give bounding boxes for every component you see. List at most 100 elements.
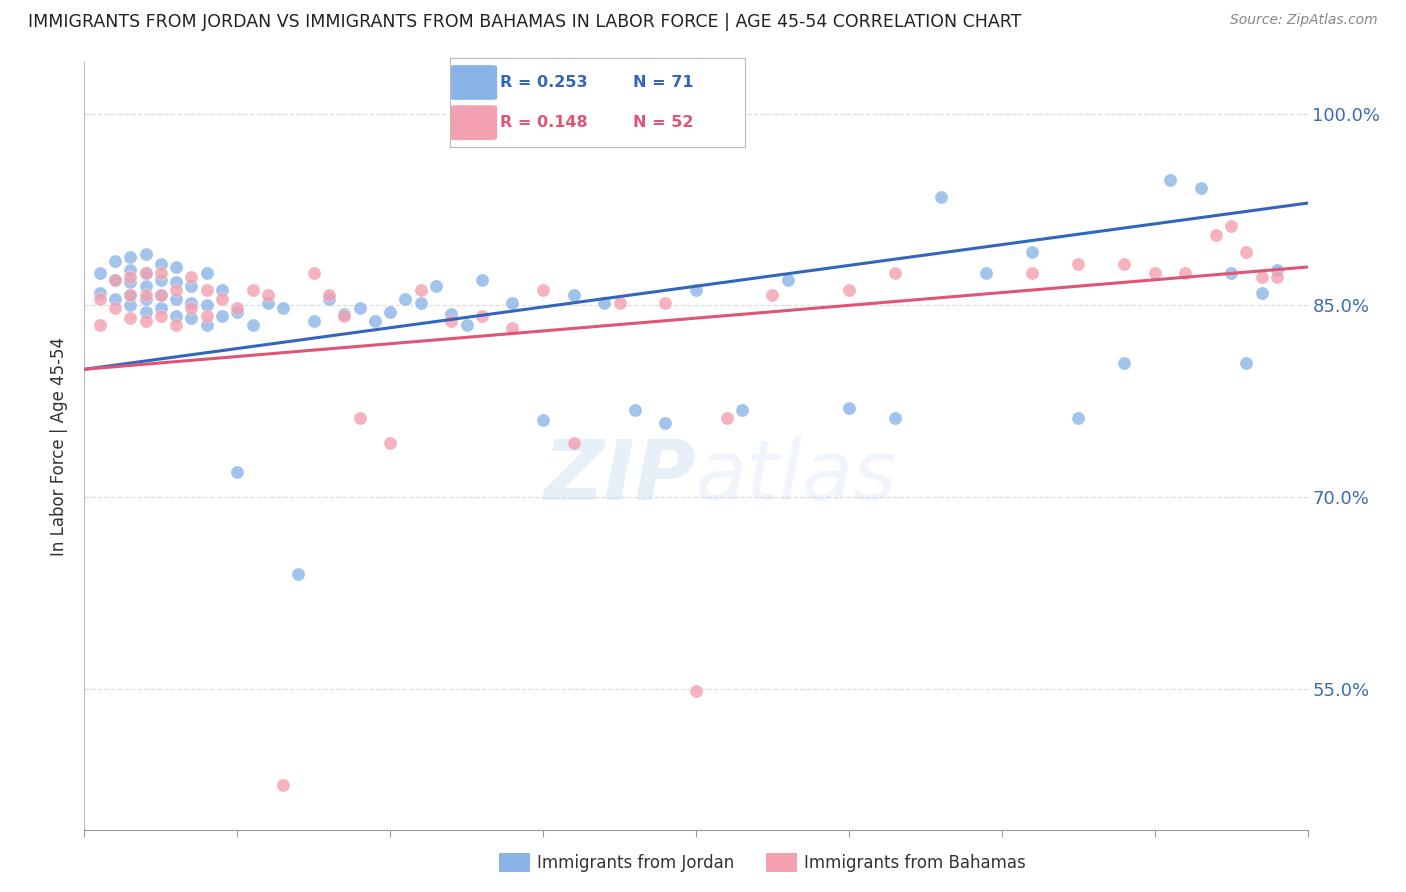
- Point: [531, 413, 554, 427]
- Point: [1159, 173, 1181, 187]
- Point: [165, 292, 187, 306]
- Point: [180, 270, 202, 285]
- Text: Source: ZipAtlas.com: Source: ZipAtlas.com: [1230, 13, 1378, 28]
- Text: Immigrants from Jordan: Immigrants from Jordan: [537, 854, 734, 871]
- Point: [165, 276, 187, 290]
- Text: Immigrants from Bahamas: Immigrants from Bahamas: [804, 854, 1026, 871]
- Point: [502, 321, 524, 335]
- Point: [318, 292, 340, 306]
- Point: [226, 301, 249, 315]
- Point: [135, 288, 157, 302]
- Point: [211, 309, 233, 323]
- Point: [165, 309, 187, 323]
- Point: [1250, 270, 1272, 285]
- Point: [211, 283, 233, 297]
- Point: [104, 273, 127, 287]
- Point: [409, 283, 432, 297]
- Text: atlas: atlas: [696, 436, 897, 517]
- Point: [195, 298, 218, 312]
- Point: [471, 273, 494, 287]
- Point: [120, 311, 142, 326]
- Point: [349, 410, 371, 425]
- Point: [1174, 266, 1197, 280]
- Point: [120, 262, 142, 277]
- Point: [89, 266, 111, 280]
- Point: [271, 301, 294, 315]
- Point: [1220, 266, 1243, 280]
- Point: [120, 270, 142, 285]
- Point: [1114, 257, 1136, 271]
- Point: [776, 273, 799, 287]
- Point: [1236, 356, 1258, 370]
- Point: [89, 292, 111, 306]
- Point: [1114, 356, 1136, 370]
- Point: [838, 283, 860, 297]
- Point: [226, 305, 249, 319]
- Point: [1220, 219, 1243, 233]
- Point: [135, 279, 157, 293]
- Point: [165, 318, 187, 332]
- Point: [149, 309, 172, 323]
- Point: [135, 292, 157, 306]
- Point: [349, 301, 371, 315]
- Point: [302, 314, 325, 328]
- Point: [609, 295, 631, 310]
- Point: [685, 684, 707, 698]
- Point: [1236, 244, 1258, 259]
- Point: [257, 288, 280, 302]
- Point: [195, 318, 218, 332]
- Point: [394, 292, 416, 306]
- Point: [104, 301, 127, 315]
- Point: [242, 318, 264, 332]
- Point: [624, 403, 647, 417]
- Point: [195, 266, 218, 280]
- Point: [135, 266, 157, 280]
- Point: [302, 266, 325, 280]
- Text: N = 52: N = 52: [633, 115, 693, 130]
- Point: [1021, 244, 1043, 259]
- Point: [1265, 270, 1288, 285]
- Point: [929, 189, 952, 203]
- Point: [104, 292, 127, 306]
- Point: [120, 250, 142, 264]
- Point: [287, 566, 309, 581]
- Point: [180, 295, 202, 310]
- Point: [364, 314, 387, 328]
- Point: [135, 266, 157, 280]
- FancyBboxPatch shape: [450, 105, 498, 140]
- Point: [883, 410, 905, 425]
- Text: R = 0.148: R = 0.148: [501, 115, 588, 130]
- Point: [165, 283, 187, 297]
- Point: [1067, 257, 1090, 271]
- Point: [531, 283, 554, 297]
- Point: [180, 301, 202, 315]
- Point: [1021, 266, 1043, 280]
- Point: [562, 436, 585, 450]
- Point: [120, 288, 142, 302]
- Point: [180, 279, 202, 293]
- Point: [149, 288, 172, 302]
- Point: [195, 309, 218, 323]
- Point: [149, 288, 172, 302]
- Point: [409, 295, 432, 310]
- FancyBboxPatch shape: [450, 65, 498, 100]
- Point: [562, 288, 585, 302]
- Text: IMMIGRANTS FROM JORDAN VS IMMIGRANTS FROM BAHAMAS IN LABOR FORCE | AGE 45-54 COR: IMMIGRANTS FROM JORDAN VS IMMIGRANTS FRO…: [28, 13, 1022, 31]
- Point: [195, 283, 218, 297]
- Point: [380, 436, 402, 450]
- Point: [318, 288, 340, 302]
- Point: [440, 314, 463, 328]
- Point: [149, 266, 172, 280]
- Point: [257, 295, 280, 310]
- Point: [149, 257, 172, 271]
- Point: [333, 309, 356, 323]
- Y-axis label: In Labor Force | Age 45-54: In Labor Force | Age 45-54: [51, 336, 69, 556]
- Point: [135, 305, 157, 319]
- Point: [380, 305, 402, 319]
- Point: [716, 410, 738, 425]
- Point: [502, 295, 524, 310]
- Point: [271, 778, 294, 792]
- Point: [135, 247, 157, 261]
- Point: [685, 283, 707, 297]
- Point: [89, 285, 111, 300]
